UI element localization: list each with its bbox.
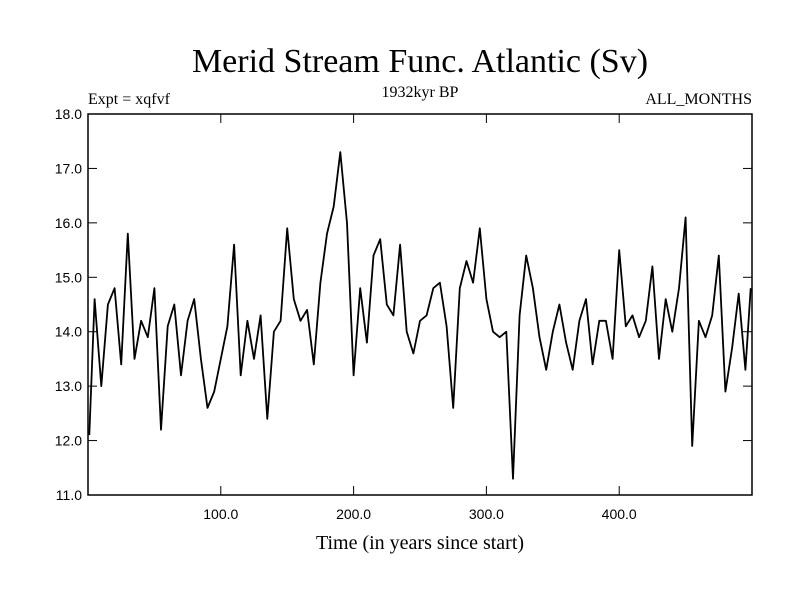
series-layer [88,151,752,480]
y-tick-label: 11.0 [56,487,82,503]
y-tick-label: 16.0 [55,215,82,231]
y-tick-label: 12.0 [55,433,82,449]
x-tick-label: 100.0 [203,506,238,522]
y-tick-label: 18.0 [55,106,82,122]
x-tick-label: 300.0 [469,506,504,522]
y-tick-label: 14.0 [55,324,82,340]
plot-frame [87,113,753,496]
x-axis: 100.0 200.0 300.0 400.0 [203,114,637,522]
chart-title: Merid Stream Func. Atlantic (Sv) [192,43,648,80]
annotation-left: Expt = xqfvf [88,91,171,108]
x-tick-label: 400.0 [602,506,637,522]
series-line [88,151,752,480]
chart-subtitle: 1932kyr BP [382,84,459,101]
y-tick-label: 15.0 [55,269,82,285]
x-tick-label: 200.0 [336,506,371,522]
annotation-right: ALL_MONTHS [645,91,752,108]
x-axis-label: Time (in years since start) [316,532,524,554]
y-tick-label: 17.0 [55,160,82,176]
y-tick-label: 13.0 [55,378,82,394]
